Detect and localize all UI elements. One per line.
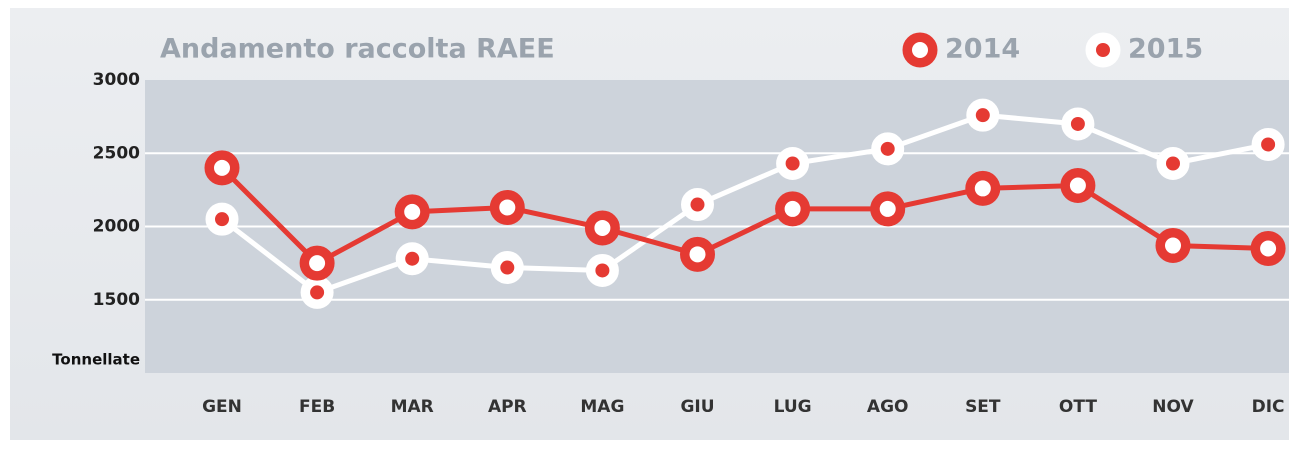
marker-center (499, 199, 516, 216)
marker-center (594, 219, 611, 236)
marker-center (784, 200, 801, 217)
y-tick-label: 2500 (93, 143, 140, 163)
marker-center (785, 156, 800, 171)
marker-center (1096, 43, 1110, 57)
marker-center (404, 203, 421, 220)
marker-center (974, 180, 991, 197)
legend-label: 2014 (945, 34, 1020, 65)
x-tick-label: AGO (867, 397, 909, 417)
legend-label: 2015 (1128, 34, 1203, 65)
y-tick-label: 3000 (93, 70, 140, 90)
x-tick-label: GIU (680, 397, 714, 417)
x-tick-label: MAR (391, 397, 434, 417)
x-tick-label: NOV (1152, 397, 1194, 417)
marker-center (214, 159, 230, 176)
marker-center (689, 246, 706, 263)
x-tick-label: APR (488, 397, 527, 417)
x-tick-label: FEB (299, 397, 335, 417)
marker-center (1070, 116, 1085, 131)
y-tick-label: 1500 (93, 290, 140, 310)
marker-center (1260, 240, 1277, 257)
marker-center (405, 251, 420, 266)
marker-center (1069, 177, 1086, 194)
marker-center (912, 42, 928, 58)
x-tick-label: OTT (1059, 397, 1097, 417)
marker-center (975, 108, 990, 123)
marker-center (309, 255, 326, 272)
x-tick-label: GEN (202, 397, 242, 417)
marker-center (310, 285, 325, 300)
marker-center (595, 263, 610, 278)
series-line (220, 112, 1269, 296)
x-tick-label: MAG (580, 397, 624, 417)
x-tick-label: DIC (1252, 397, 1285, 417)
chart-title: Andamento raccolta RAEE (160, 34, 555, 65)
marker-center (215, 212, 229, 227)
series-line (220, 166, 1269, 267)
marker-center (1165, 237, 1181, 254)
marker-center (1261, 137, 1276, 152)
y-axis-label: Tonnellate (52, 351, 140, 369)
marker-center (880, 141, 895, 156)
x-tick-label: SET (965, 397, 1001, 417)
marker-center (690, 197, 705, 212)
x-tick-label: LUG (774, 397, 812, 417)
y-tick-label: 2000 (93, 217, 140, 237)
marker-center (1166, 156, 1180, 171)
marker-center (500, 260, 515, 275)
marker-center (879, 200, 896, 217)
